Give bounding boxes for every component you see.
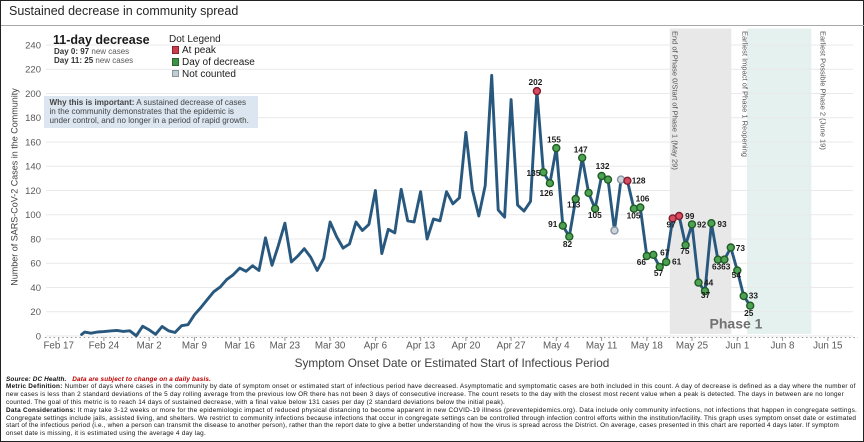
svg-text:126: 126 (539, 188, 553, 198)
svg-text:Mar 23: Mar 23 (270, 340, 301, 351)
svg-text:99: 99 (685, 211, 695, 221)
svg-text:97: 97 (666, 219, 676, 229)
svg-text:220: 220 (25, 65, 41, 76)
svg-text:160: 160 (25, 137, 41, 148)
svg-text:93: 93 (717, 219, 727, 229)
svg-text:180: 180 (25, 113, 41, 124)
svg-text:May 11: May 11 (586, 340, 617, 351)
svg-text:Apr 20: Apr 20 (451, 340, 480, 351)
svg-text:132: 132 (596, 161, 610, 171)
svg-text:80: 80 (30, 234, 41, 245)
svg-text:40: 40 (30, 283, 41, 294)
svg-text:May 4: May 4 (543, 340, 570, 351)
svg-text:25: 25 (744, 308, 754, 318)
svg-text:Feb 17: Feb 17 (43, 340, 74, 351)
svg-text:Apr 6: Apr 6 (364, 340, 388, 351)
svg-text:End of Phase 0/Start of Phase: End of Phase 0/Start of Phase 1 (May 29) (671, 31, 680, 170)
svg-text:54: 54 (732, 270, 742, 280)
svg-text:202: 202 (528, 77, 542, 87)
svg-text:6363: 6363 (712, 262, 731, 272)
svg-text:May 25: May 25 (676, 340, 709, 351)
svg-text:82: 82 (563, 239, 573, 249)
svg-text:240: 240 (25, 40, 41, 51)
svg-text:Symptom Onset Date or Estimate: Symptom Onset Date or Estimated Start of… (295, 356, 610, 370)
svg-text:155: 155 (547, 134, 561, 144)
svg-text:Mar 16: Mar 16 (224, 340, 255, 351)
svg-text:75: 75 (680, 246, 690, 256)
svg-text:57: 57 (654, 268, 664, 278)
svg-text:44: 44 (704, 278, 714, 288)
svg-text:140: 140 (25, 162, 41, 173)
svg-text:Feb 24: Feb 24 (89, 340, 120, 351)
svg-text:Mar 30: Mar 30 (315, 340, 346, 351)
svg-text:106: 106 (636, 194, 650, 204)
svg-text:105: 105 (627, 210, 641, 220)
svg-text:Phase 1: Phase 1 (710, 316, 763, 332)
svg-text:100: 100 (25, 210, 41, 221)
svg-text:67: 67 (660, 248, 670, 258)
svg-text:Jun 1: Jun 1 (725, 340, 749, 351)
svg-text:60: 60 (30, 259, 41, 270)
svg-text:147: 147 (574, 144, 588, 154)
svg-text:May 18: May 18 (631, 340, 664, 351)
svg-text:Number of SARS-CoV-2 Cases in: Number of SARS-CoV-2 Cases in the Commun… (10, 88, 20, 286)
svg-text:66: 66 (637, 257, 647, 267)
svg-text:120: 120 (25, 186, 41, 197)
svg-text:105: 105 (588, 210, 602, 220)
svg-text:135: 135 (527, 168, 541, 178)
svg-text:37: 37 (701, 290, 711, 300)
svg-text:128: 128 (632, 175, 646, 185)
svg-text:20: 20 (30, 307, 41, 318)
svg-text:91: 91 (548, 219, 558, 229)
svg-text:Mar 9: Mar 9 (182, 340, 207, 351)
svg-text:Apr 27: Apr 27 (497, 340, 526, 351)
svg-text:33: 33 (749, 290, 759, 300)
svg-text:200: 200 (25, 89, 41, 100)
svg-text:Earliest Impact of Phase 1 Reo: Earliest Impact of Phase 1 Reopening (741, 31, 750, 157)
svg-text:Jun 15: Jun 15 (813, 340, 843, 351)
svg-text:Earliest Possible Phase 2 (Jun: Earliest Possible Phase 2 (June 19) (819, 31, 828, 150)
svg-text:61: 61 (672, 257, 682, 267)
svg-text:Mar 2: Mar 2 (137, 340, 162, 351)
svg-text:Apr 13: Apr 13 (406, 340, 435, 351)
svg-text:73: 73 (736, 243, 746, 253)
svg-text:113: 113 (567, 199, 581, 209)
svg-text:0: 0 (36, 331, 41, 342)
svg-text:Jun 8: Jun 8 (771, 340, 796, 351)
svg-text:92: 92 (697, 220, 707, 230)
